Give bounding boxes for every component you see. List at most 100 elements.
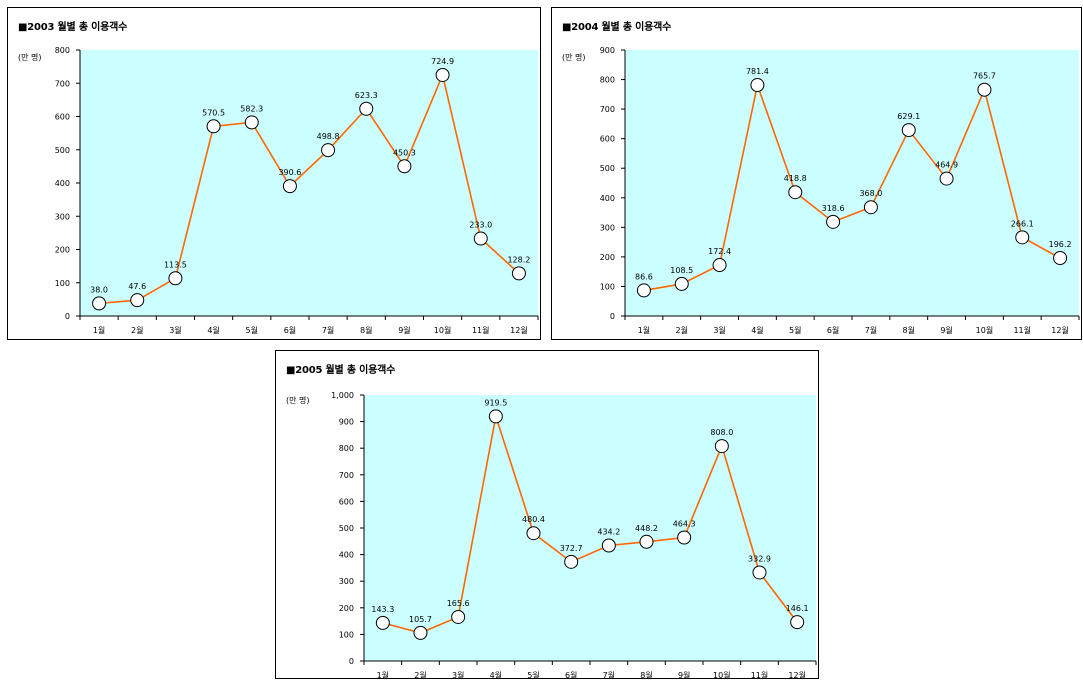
- data-label: 196.2: [1049, 240, 1072, 249]
- x-tick-label: 5월: [527, 670, 539, 680]
- x-tick-label: 6월: [284, 325, 296, 335]
- x-tick-label: 11월: [751, 670, 769, 680]
- data-point: [788, 185, 803, 200]
- x-tick-label: 2월: [414, 670, 426, 680]
- x-tick-label: 10월: [976, 325, 994, 335]
- data-label: 570.5: [202, 108, 225, 117]
- y-tick-label: 100: [339, 630, 354, 639]
- chart-title: ■2005 월별 총 이용객수: [286, 365, 396, 376]
- data-point: [511, 266, 526, 281]
- y-tick-label: 200: [55, 246, 70, 255]
- y-tick-label: 0: [349, 657, 354, 666]
- data-point: [639, 534, 654, 549]
- x-tick-label: 1월: [377, 670, 389, 680]
- line-chart-2004: 0 100 200 300 400 500 600 700 800 900 1월 2월 3월 4월 5월 6월…: [600, 46, 1080, 335]
- data-label: 372.7: [560, 544, 583, 553]
- y-tick-label: 800: [339, 444, 354, 453]
- y-tick-label: 800: [600, 76, 615, 85]
- data-point: [714, 439, 729, 454]
- x-tick-label: 4월: [207, 325, 219, 335]
- y-axis-unit-label: (만 명): [286, 396, 310, 405]
- y-tick-label: 100: [600, 282, 615, 291]
- y-tick-label: 300: [55, 212, 70, 221]
- x-tick-label: 3월: [169, 325, 181, 335]
- x-tick-label: 10월: [434, 325, 452, 335]
- y-tick-label: 400: [55, 179, 70, 188]
- data-label: 390.6: [278, 168, 301, 177]
- x-tick-label: 11월: [472, 325, 490, 335]
- data-point: [451, 609, 466, 624]
- data-label: 448.2: [635, 524, 658, 533]
- data-label: 368.0: [859, 189, 882, 198]
- data-point: [863, 200, 878, 215]
- y-axis-unit-label: (만 명): [562, 53, 586, 62]
- x-tick-label: 9월: [398, 325, 410, 335]
- x-tick-label: 5월: [789, 325, 801, 335]
- data-point: [601, 538, 616, 553]
- y-tick-label: 300: [339, 577, 354, 586]
- y-tick-label: 0: [610, 312, 615, 321]
- data-point: [1015, 230, 1030, 245]
- data-label: 919.5: [484, 398, 507, 407]
- x-tick-label: 3월: [452, 670, 464, 680]
- y-tick-label: 800: [55, 46, 70, 55]
- x-tick-label: 6월: [827, 325, 839, 335]
- plot-area: [364, 395, 816, 661]
- x-tick-label: 5월: [246, 325, 258, 335]
- data-label: 143.3: [371, 605, 394, 614]
- chart-panel-2003: ■2003 월별 총 이용객수 (만 명) 0 100 200 300 400 500 60…: [7, 7, 541, 340]
- data-label: 582.3: [240, 104, 263, 113]
- data-point: [130, 293, 145, 308]
- y-tick-label: 600: [339, 497, 354, 506]
- series-line: [99, 72, 520, 305]
- x-tick-label: 9월: [678, 670, 690, 680]
- data-label: 318.6: [822, 204, 845, 213]
- data-point: [750, 78, 765, 93]
- line-chart-2005: 0 100 200 300 400 500 600 700 800 900 1,000 1월 2월 3월 4…: [331, 391, 817, 680]
- y-tick-label: 900: [339, 418, 354, 427]
- data-point: [790, 615, 805, 630]
- data-point: [359, 101, 374, 116]
- data-label: 765.7: [973, 72, 996, 81]
- data-point: [321, 143, 336, 158]
- data-point: [244, 115, 259, 130]
- data-point: [564, 554, 579, 569]
- data-point: [712, 258, 727, 273]
- data-point: [1053, 251, 1068, 266]
- data-point: [397, 159, 412, 174]
- data-label: 105.7: [409, 615, 432, 624]
- data-point: [282, 179, 297, 194]
- x-tick-label: 12월: [788, 670, 806, 680]
- data-label: 724.9: [431, 57, 454, 66]
- x-tick-label: 12월: [1051, 325, 1069, 335]
- chart-title: ■2003 월별 총 이용객수: [18, 22, 128, 33]
- line-chart-2003: 0 100 200 300 400 500 600 700 800 1월 2월 3월 4월 5월 6월 7월 8…: [55, 46, 539, 335]
- y-tick-label: 400: [339, 551, 354, 560]
- data-point: [677, 530, 692, 545]
- x-tick-label: 8월: [360, 325, 372, 335]
- data-point: [526, 526, 541, 541]
- x-tick-label: 11월: [1013, 325, 1031, 335]
- data-label: 781.4: [746, 67, 769, 76]
- y-tick-label: 500: [55, 146, 70, 155]
- data-point: [473, 231, 488, 246]
- y-tick-label: 500: [600, 164, 615, 173]
- data-point: [901, 123, 916, 138]
- data-point: [826, 214, 841, 229]
- data-label: 165.6: [447, 599, 470, 608]
- data-label: 480.4: [522, 515, 545, 524]
- data-point: [752, 565, 767, 580]
- x-tick-label: 4월: [751, 325, 763, 335]
- x-tick-label: 12월: [510, 325, 528, 335]
- data-label: 146.1: [786, 604, 809, 613]
- y-tick-label: 700: [339, 471, 354, 480]
- y-tick-label: 1,000: [331, 391, 354, 400]
- y-tick-label: 900: [600, 46, 615, 55]
- data-point: [977, 82, 992, 97]
- x-tick-label: 10월: [713, 670, 731, 680]
- data-point: [168, 271, 183, 286]
- x-tick-label: 2월: [676, 325, 688, 335]
- y-tick-label: 500: [339, 524, 354, 533]
- x-tick-label: 3월: [713, 325, 725, 335]
- data-point: [674, 276, 689, 291]
